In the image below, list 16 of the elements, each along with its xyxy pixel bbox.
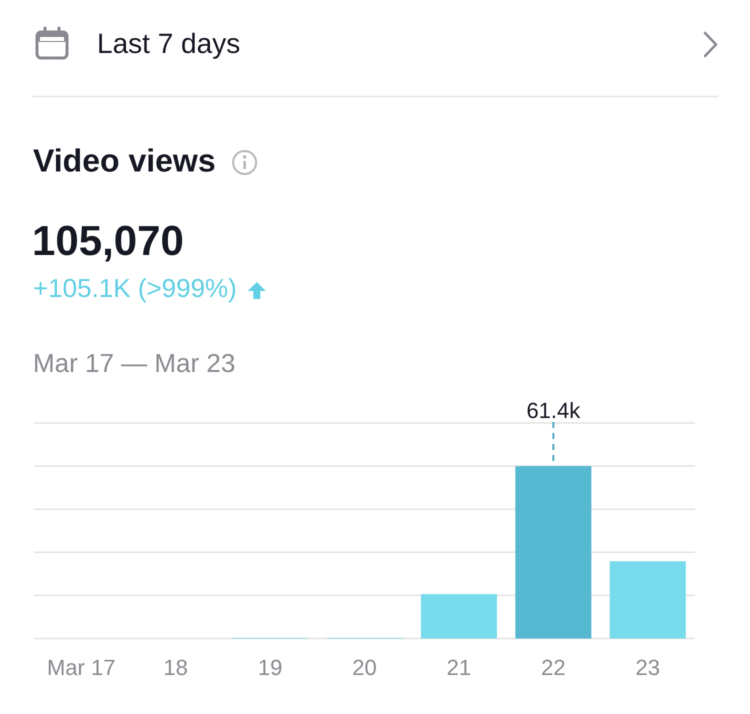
x-tick-label: 23 — [636, 655, 660, 680]
data-label: 61.4k — [526, 398, 582, 423]
x-tick-label: Mar 17 — [46, 655, 116, 680]
x-tick-label: 22 — [541, 655, 566, 680]
bar — [610, 561, 686, 638]
x-tick-label: 18 — [163, 655, 188, 680]
x-tick-label: 19 — [258, 655, 282, 680]
bar — [515, 466, 592, 638]
text: 105,070 — [32, 217, 184, 264]
text: Last 7 days — [97, 28, 240, 59]
chart-title: Video views — [33, 142, 216, 178]
x-tick-label: 20 — [352, 655, 377, 680]
bar — [420, 594, 497, 638]
x-tick-label: 21 — [446, 655, 472, 680]
chart-subtitle: Mar 17 — Mar 23 — [33, 348, 236, 378]
text: +105.1K (>999%) — [33, 273, 237, 303]
